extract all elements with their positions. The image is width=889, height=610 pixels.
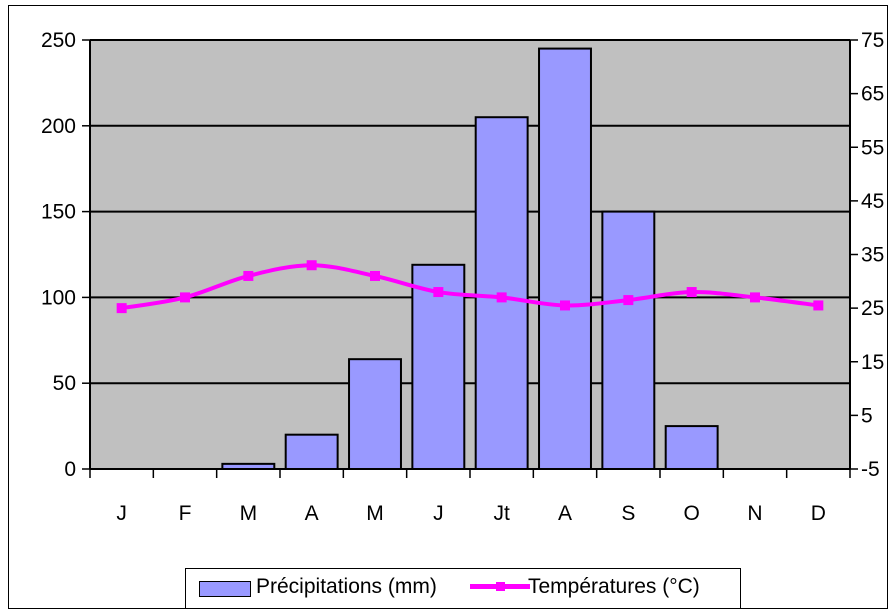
temperature-point bbox=[306, 260, 317, 271]
bar bbox=[348, 358, 402, 470]
x-tick-label: A bbox=[305, 502, 319, 525]
x-tick-label: M bbox=[366, 502, 384, 525]
y-right-tick-labels: -5 5 15 25 35 45 55 65 75 bbox=[850, 29, 884, 481]
temperature-point bbox=[116, 303, 127, 314]
x-tick-label: A bbox=[558, 502, 572, 525]
x-tick-label: O bbox=[683, 502, 699, 525]
plot-area bbox=[90, 40, 850, 469]
temperature-point bbox=[180, 292, 190, 303]
legend-label-precipitation: Précipitations (mm) bbox=[256, 575, 437, 598]
temperature-point bbox=[686, 287, 697, 298]
x-tick-label: J bbox=[116, 502, 127, 525]
legend: Précipitations (mm) Températures (°C) bbox=[185, 568, 741, 609]
y-right-tick-label: 45 bbox=[861, 190, 884, 213]
temperature-point bbox=[243, 270, 254, 281]
y-right-tick-label: 55 bbox=[861, 136, 884, 159]
x-tick-label: D bbox=[811, 502, 826, 525]
bar bbox=[538, 47, 592, 471]
bar-series bbox=[221, 47, 719, 471]
x-tick-labels: J F M A M J Jt A S O N D bbox=[116, 502, 826, 525]
x-tick-label: F bbox=[179, 502, 192, 525]
legend-marker-temperature bbox=[496, 582, 505, 591]
legend-label-temperature: Températures (°C) bbox=[528, 575, 700, 598]
legend-swatch-precipitation bbox=[199, 581, 251, 597]
y-right-tick-label: 15 bbox=[861, 351, 884, 374]
y-right-tick-label: 5 bbox=[861, 404, 873, 427]
temperature-point bbox=[623, 295, 634, 306]
bar bbox=[601, 210, 656, 470]
temperature-point bbox=[560, 300, 570, 311]
x-tick-label: N bbox=[747, 502, 762, 525]
y-left-tick-label: 50 bbox=[53, 372, 76, 395]
y-left-tick-label: 0 bbox=[64, 458, 76, 481]
x-tick-label: J bbox=[433, 502, 444, 525]
y-right-tick-label: 25 bbox=[861, 297, 884, 320]
y-left-tick-label: 100 bbox=[41, 286, 76, 309]
bar bbox=[474, 116, 529, 470]
line-series bbox=[116, 260, 824, 314]
x-tick-label: S bbox=[621, 502, 635, 525]
y-right-tick-label: 35 bbox=[861, 244, 884, 267]
y-right-tick-label: -5 bbox=[861, 458, 880, 481]
y-left-tick-label: 200 bbox=[41, 115, 76, 138]
temperature-point bbox=[433, 287, 444, 298]
gridlines bbox=[90, 39, 850, 385]
bar bbox=[664, 425, 719, 471]
y-right-tick-label: 75 bbox=[861, 29, 884, 52]
temperature-point bbox=[750, 292, 760, 303]
y-left-tick-labels: 0 50 100 150 200 250 bbox=[41, 29, 90, 481]
x-tick-label: M bbox=[240, 502, 258, 525]
y-left-tick-label: 250 bbox=[41, 29, 76, 52]
temperature-point bbox=[813, 300, 824, 311]
y-right-tick-label: 65 bbox=[861, 83, 884, 106]
bar bbox=[411, 263, 466, 470]
bar bbox=[284, 433, 339, 470]
temperature-point bbox=[496, 292, 507, 303]
temperature-point bbox=[370, 270, 380, 281]
y-left-tick-label: 150 bbox=[41, 201, 76, 224]
x-tick-label: Jt bbox=[493, 502, 510, 525]
